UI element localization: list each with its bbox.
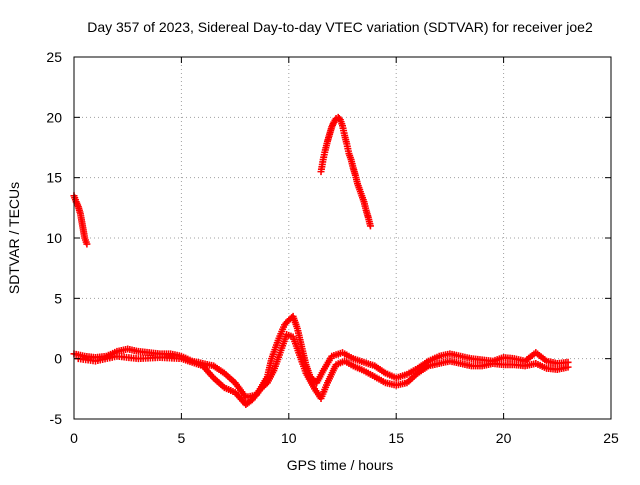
y-tick-label: 25	[46, 49, 62, 65]
data-points	[70, 113, 572, 409]
y-tick-label: 10	[46, 230, 62, 246]
axis-ticks: 0 5 10 15 20 25 -5 0 5 10 15 20 25	[46, 49, 619, 446]
data-point	[83, 240, 91, 248]
x-tick-label: 15	[388, 430, 404, 446]
y-tick-label: -5	[50, 411, 63, 427]
x-tick-label: 10	[281, 430, 297, 446]
x-axis-label: GPS time / hours	[287, 457, 394, 473]
series-lower-branch	[74, 331, 572, 409]
series-main-band	[70, 312, 572, 401]
chart-title: Day 357 of 2023, Sidereal Day-to-day VTE…	[87, 19, 593, 35]
grid	[74, 57, 611, 419]
series-early-arc	[70, 192, 91, 248]
x-tick-label: 5	[178, 430, 186, 446]
series-midday-arc	[317, 113, 374, 230]
y-axis-label: SDTVAR / TECUs	[6, 182, 22, 294]
y-tick-label: 5	[54, 290, 62, 306]
x-tick-label: 25	[603, 430, 619, 446]
data-point	[564, 363, 572, 371]
y-tick-label: 15	[46, 170, 62, 186]
data-point	[366, 222, 374, 230]
x-tick-label: 20	[496, 430, 512, 446]
y-tick-label: 0	[54, 351, 62, 367]
x-tick-label: 0	[70, 430, 78, 446]
y-tick-label: 20	[46, 109, 62, 125]
